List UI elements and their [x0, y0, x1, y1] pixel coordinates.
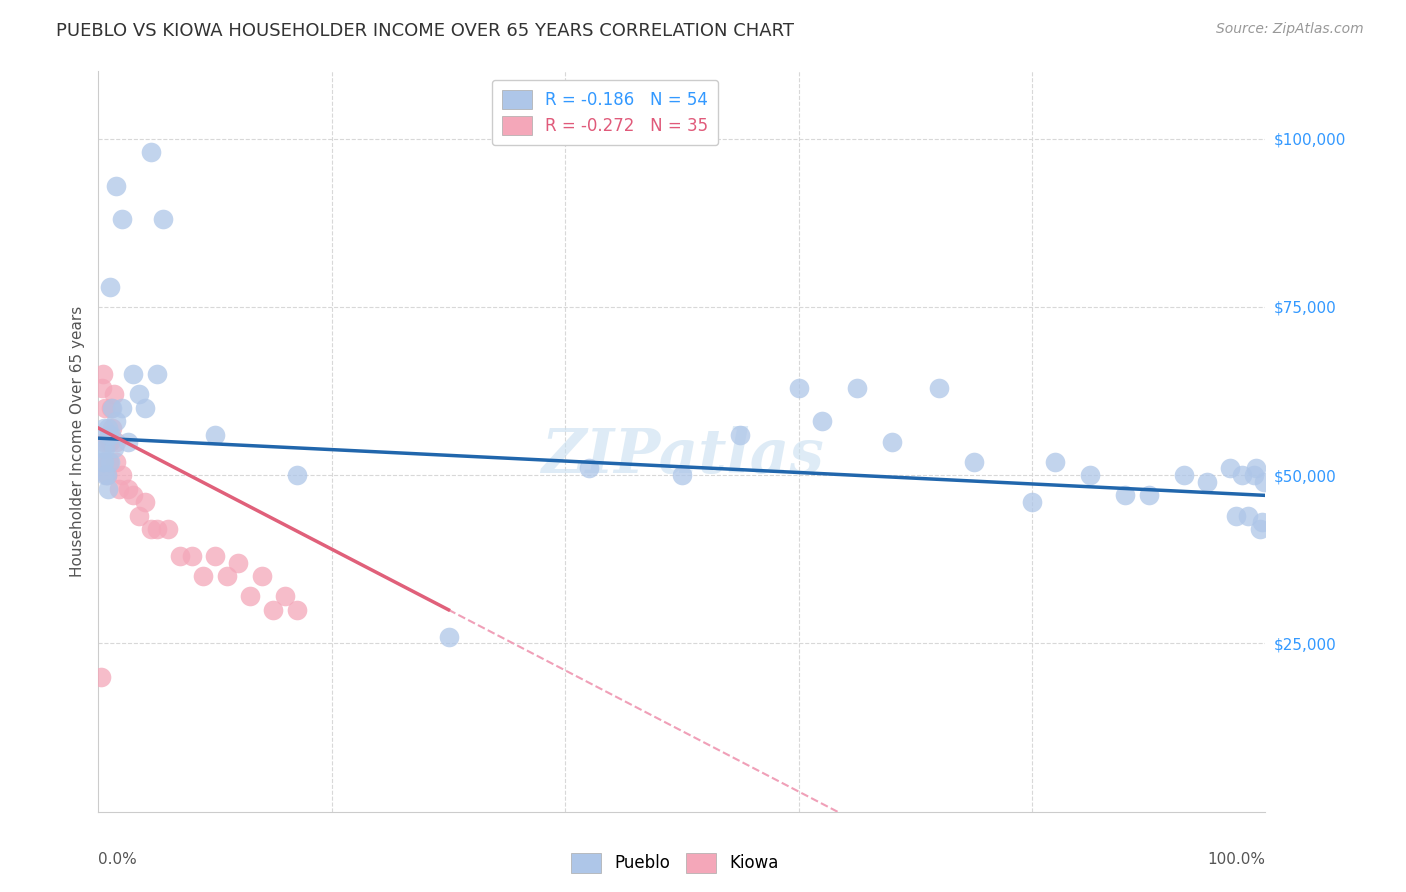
Point	[1173, 468, 1195, 483]
Point	[90, 442, 112, 456]
Point	[103, 442, 125, 456]
Point	[811, 414, 834, 428]
Point	[98, 434, 121, 449]
Point	[262, 603, 284, 617]
Point	[122, 488, 145, 502]
Point	[1021, 495, 1043, 509]
Point	[1244, 461, 1267, 475]
Point	[152, 212, 174, 227]
Point	[97, 427, 120, 442]
Point	[97, 455, 120, 469]
Point	[1230, 468, 1253, 483]
Point	[169, 549, 191, 563]
Point	[111, 212, 134, 227]
Point	[100, 427, 122, 442]
Point	[97, 434, 120, 449]
Point	[93, 421, 115, 435]
Point	[128, 508, 150, 523]
Point	[134, 495, 156, 509]
Legend: Pueblo, Kiowa: Pueblo, Kiowa	[564, 847, 786, 880]
Point	[671, 468, 693, 483]
Point	[117, 482, 139, 496]
Point	[96, 468, 118, 483]
Point	[94, 468, 117, 483]
Text: ZIPatlas: ZIPatlas	[540, 426, 824, 486]
Y-axis label: Householder Income Over 65 years: Householder Income Over 65 years	[69, 306, 84, 577]
Point	[285, 468, 308, 483]
Point	[139, 145, 162, 160]
Point	[193, 569, 215, 583]
Point	[94, 442, 117, 456]
Point	[204, 427, 226, 442]
Point	[96, 468, 118, 483]
Point	[730, 427, 752, 442]
Point	[91, 368, 114, 382]
Point	[1253, 475, 1275, 489]
Point	[104, 434, 127, 449]
Point	[228, 556, 250, 570]
Point	[98, 279, 121, 293]
Point	[1114, 488, 1136, 502]
Point	[578, 461, 600, 475]
Point	[134, 401, 156, 415]
Point	[111, 401, 134, 415]
Point	[100, 401, 122, 415]
Point	[104, 178, 127, 193]
Point	[117, 434, 139, 449]
Point	[146, 522, 169, 536]
Point	[1243, 468, 1265, 483]
Point	[1237, 508, 1260, 523]
Point	[128, 387, 150, 401]
Point	[1219, 461, 1241, 475]
Point	[101, 421, 124, 435]
Legend: R = -0.186   N = 54, R = -0.272   N = 35: R = -0.186 N = 54, R = -0.272 N = 35	[492, 79, 718, 145]
Point	[104, 455, 127, 469]
Point	[91, 455, 114, 469]
Text: Source: ZipAtlas.com: Source: ZipAtlas.com	[1216, 22, 1364, 37]
Point	[239, 590, 262, 604]
Point	[880, 434, 903, 449]
Point	[1137, 488, 1160, 502]
Point	[180, 549, 202, 563]
Point	[1045, 455, 1067, 469]
Point	[1080, 468, 1102, 483]
Point	[285, 603, 308, 617]
Point	[787, 381, 810, 395]
Point	[97, 482, 120, 496]
Point	[104, 414, 127, 428]
Point	[437, 630, 460, 644]
Point	[90, 670, 112, 684]
Point	[111, 468, 134, 483]
Text: PUEBLO VS KIOWA HOUSEHOLDER INCOME OVER 65 YEARS CORRELATION CHART: PUEBLO VS KIOWA HOUSEHOLDER INCOME OVER …	[56, 22, 794, 40]
Point	[90, 381, 112, 395]
Point	[204, 549, 226, 563]
Point	[1249, 522, 1271, 536]
Point	[93, 434, 115, 449]
Text: 0.0%: 0.0%	[98, 853, 138, 867]
Point	[215, 569, 238, 583]
Point	[108, 482, 131, 496]
Point	[250, 569, 273, 583]
Point	[1225, 508, 1247, 523]
Point	[157, 522, 180, 536]
Point	[962, 455, 984, 469]
Point	[274, 590, 297, 604]
Point	[846, 381, 869, 395]
Point	[93, 455, 115, 469]
Text: 100.0%: 100.0%	[1208, 853, 1265, 867]
Point	[1195, 475, 1218, 489]
Point	[139, 522, 162, 536]
Point	[101, 401, 124, 415]
Point	[91, 455, 114, 469]
Point	[103, 387, 125, 401]
Point	[146, 368, 169, 382]
Point	[1251, 516, 1274, 530]
Point	[97, 421, 120, 435]
Point	[122, 368, 145, 382]
Point	[928, 381, 950, 395]
Point	[98, 455, 121, 469]
Point	[94, 401, 117, 415]
